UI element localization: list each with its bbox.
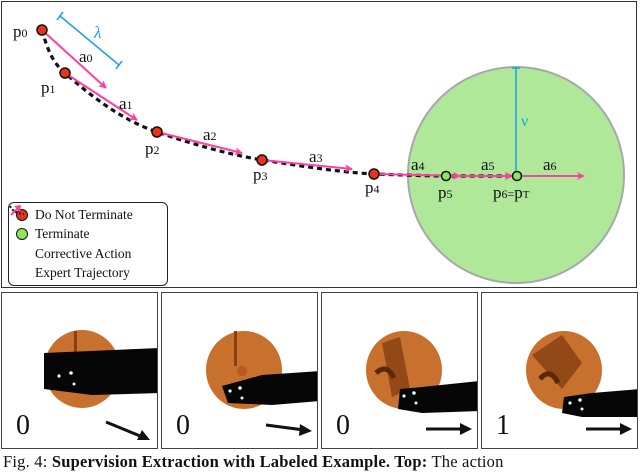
legend-item-expert-trajectory: Expert Trajectory: [9, 205, 167, 284]
figure-caption: Fig. 4: Supervision Extraction with Labe…: [3, 452, 504, 471]
legend-item-do-not-terminate: Do Not Terminate: [13, 205, 167, 225]
label-a4: a4: [411, 155, 425, 174]
legend-item-terminate: Terminate: [13, 225, 167, 245]
label-p4: p4: [365, 178, 380, 197]
pink-arrow-icon: [10, 205, 31, 263]
trajectory-diagram: ν λ p0 p1 p2 p3: [1, 1, 637, 288]
label-a6: a6: [543, 155, 557, 174]
green-dot-icon: [16, 228, 28, 241]
lambda-measure: [59, 15, 120, 66]
point-p2: [151, 126, 163, 138]
point-p6: [511, 170, 523, 182]
frame-1: 0: [1, 292, 158, 449]
action-arrow-icon: [265, 423, 312, 436]
terminate-label: 0: [16, 410, 30, 441]
gripper-image: [526, 331, 637, 417]
terminate-label: 1: [496, 410, 510, 441]
point-p5: [440, 170, 452, 182]
action-a2: [156, 131, 243, 156]
frame-2: 0: [161, 292, 318, 449]
point-p0: [36, 24, 48, 36]
lambda-label: λ: [93, 23, 101, 42]
label-p5: p5: [438, 183, 453, 202]
label-p1: p1: [41, 78, 56, 97]
label-a2: a2: [203, 125, 217, 144]
action-a0: [41, 29, 107, 89]
frame-4: 1: [481, 292, 638, 449]
legend: Do Not Terminate Terminate Corrective Ac…: [8, 202, 168, 286]
action-arrow-icon: [586, 423, 632, 435]
red-dot-icon: [16, 208, 28, 221]
label-p2: p2: [145, 139, 160, 158]
gripper-image: [44, 330, 157, 408]
label-a3: a3: [309, 147, 323, 166]
frame-3: 0: [321, 292, 478, 449]
action-a1: [64, 72, 138, 121]
action-arrow-icon: [426, 423, 472, 435]
dotted-trajectory-icon: [9, 205, 31, 282]
terminate-label: 0: [176, 410, 190, 441]
gripper-image: [206, 331, 317, 409]
point-p4: [368, 168, 380, 180]
label-p3: p3: [253, 165, 268, 184]
legend-item-corrective-action: Corrective Action: [10, 205, 167, 264]
action-arrow-icon: [105, 420, 150, 440]
point-p1: [59, 67, 71, 79]
action-a3: [261, 159, 353, 173]
gripper-image: [366, 331, 477, 413]
label-p6-pT: p6=pT: [493, 183, 530, 202]
label-p0: p0: [13, 22, 28, 41]
point-p3: [256, 154, 268, 166]
label-a0: a0: [79, 47, 93, 66]
label-a1: a1: [119, 94, 133, 113]
terminate-label: 0: [336, 410, 350, 441]
nu-label: ν: [521, 113, 528, 130]
label-a5: a5: [481, 155, 495, 174]
example-frames: 0 0 0: [1, 292, 638, 449]
trajectory-svg: ν λ p0 p1 p2 p3: [13, 11, 625, 284]
